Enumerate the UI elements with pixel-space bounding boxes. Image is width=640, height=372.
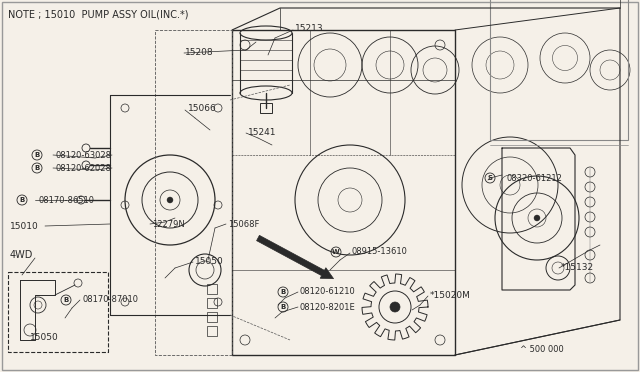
Text: 08320-61212: 08320-61212 [507,173,563,183]
FancyArrow shape [257,235,333,279]
Text: B: B [19,197,24,203]
Bar [207,298,217,308]
Text: 15213: 15213 [295,23,324,32]
Text: 08120-63028: 08120-63028 [55,151,111,160]
Text: NOTE ; 15010  PUMP ASSY OIL(INC.*): NOTE ; 15010 PUMP ASSY OIL(INC.*) [8,9,189,19]
Bar [260,103,272,113]
Bar [490,0,628,140]
Text: 15208: 15208 [185,48,214,57]
Circle shape [167,197,173,203]
Text: 15050: 15050 [30,334,59,343]
Text: 15241: 15241 [248,128,276,137]
Text: B: B [280,304,285,310]
Text: S: S [488,175,493,181]
Text: 08915-13610: 08915-13610 [352,247,408,257]
Text: B: B [280,289,285,295]
Circle shape [534,215,540,221]
Text: W: W [332,249,340,255]
Text: 15050: 15050 [195,257,224,266]
Text: 08120-8201E: 08120-8201E [300,302,356,311]
Text: B: B [63,297,68,303]
Text: 15066: 15066 [188,103,217,112]
Text: B: B [35,165,40,171]
Text: B: B [35,152,40,158]
Circle shape [390,302,400,312]
Text: ^ 500 000: ^ 500 000 [520,346,564,355]
Text: 08120-61210: 08120-61210 [300,288,356,296]
Text: 08170-87010: 08170-87010 [82,295,138,305]
Bar [207,312,217,322]
Text: *15020M: *15020M [430,291,471,299]
Bar [207,326,217,336]
Bar [207,284,217,294]
Text: *15132: *15132 [561,263,594,273]
Text: 4WD: 4WD [10,250,33,260]
Text: 12279N: 12279N [152,219,185,228]
Text: 08120-62028: 08120-62028 [55,164,111,173]
Text: 15010: 15010 [10,221,39,231]
Text: 08170-86510: 08170-86510 [38,196,94,205]
Text: 15068F: 15068F [228,219,259,228]
